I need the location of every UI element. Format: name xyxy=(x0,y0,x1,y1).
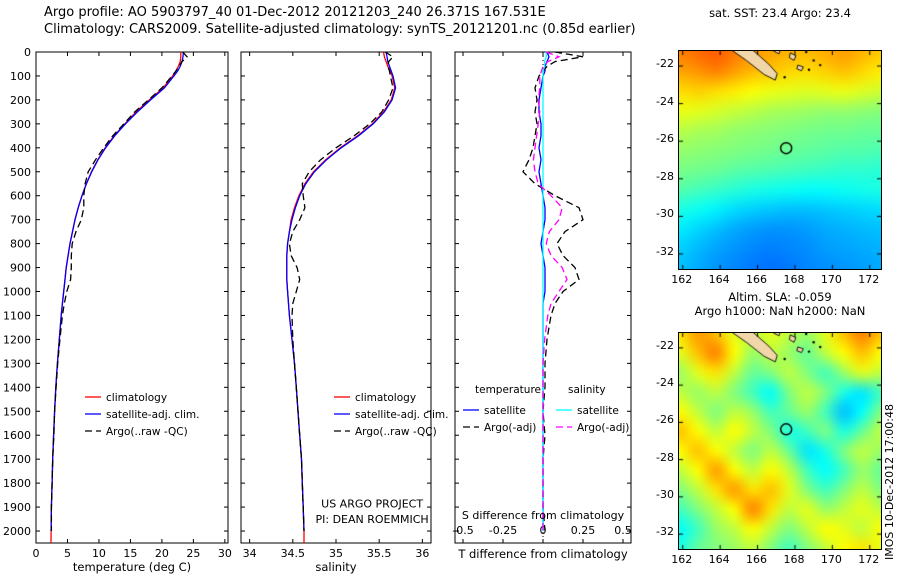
timestamp-watermark: IMOS 10-Dec-2012 17:00:48 xyxy=(883,404,896,560)
series-argo-raw xyxy=(50,51,189,531)
series-satellite-adj-clim xyxy=(286,51,397,532)
y-tick-label: 1400 xyxy=(3,381,31,394)
sla-map xyxy=(678,332,882,550)
x-axis-label: salinity xyxy=(315,560,356,574)
x-tick-label: 15 xyxy=(123,547,137,560)
x-tick-label: 5 xyxy=(64,547,71,560)
s-tick-label: 0.5 xyxy=(614,524,632,537)
annotation: S difference from climatology xyxy=(462,509,625,522)
figure-title-line2: Climatology: CARS2009. Satellite-adjuste… xyxy=(44,22,636,37)
map-tick-label: -30 xyxy=(656,487,674,501)
y-tick-label: 500 xyxy=(10,166,31,179)
y-tick-label: 1600 xyxy=(3,429,31,442)
sst-map-title: sat. SST: 23.4 Argo: 23.4 xyxy=(709,6,851,20)
annotation: US ARGO PROJECT xyxy=(321,498,423,511)
s-tick-label: -0.25 xyxy=(489,524,517,537)
legend-label: Argo(..raw -QC) xyxy=(355,426,437,438)
legend-label: Argo(-adj) xyxy=(484,422,536,434)
legend-label: satellite xyxy=(577,405,619,417)
map-tick-label: -22 xyxy=(656,57,674,71)
map-tick-label: -22 xyxy=(656,338,674,352)
profile-charts: 0100200300400500600700800900100011001200… xyxy=(3,46,632,574)
sla-map-title-line2: Argo h1000: NaN h2000: NaN xyxy=(694,304,866,318)
map-tick-label: 166 xyxy=(746,273,768,286)
plot-box xyxy=(240,51,432,544)
x-axis-label: temperature (deg C) xyxy=(73,560,191,574)
y-tick-label: 200 xyxy=(10,94,31,107)
map-tick-label: -24 xyxy=(656,94,674,108)
map-tick-label: 164 xyxy=(708,553,730,566)
legend-label: Argo(..raw -QC) xyxy=(106,426,188,438)
figure-title-line1: Argo profile: AO 5903797_40 01-Dec-2012 … xyxy=(44,5,546,20)
series-s-argo xyxy=(532,51,568,531)
map-tick-label: -26 xyxy=(656,413,674,427)
map-tick-label: 166 xyxy=(746,553,768,566)
x-tick-label: 35.5 xyxy=(367,547,392,560)
sla-map-title-line1: Altim. SLA: -0.059 xyxy=(728,290,832,304)
map-tick-label: 162 xyxy=(671,273,693,286)
map-tick-label: 170 xyxy=(820,273,842,286)
y-tick-label: 1200 xyxy=(3,333,31,346)
y-tick-label: 1500 xyxy=(3,405,31,418)
y-tick-label: 1300 xyxy=(3,357,31,370)
map-tick-label: 168 xyxy=(783,273,805,286)
y-tick-label: 400 xyxy=(10,142,31,155)
x-tick-label: 35 xyxy=(329,547,343,560)
series-argo-raw xyxy=(288,51,395,532)
sst-map xyxy=(678,50,882,270)
y-tick-label: 100 xyxy=(10,70,31,83)
legend-header: temperature xyxy=(475,384,541,396)
y-tick-label: 300 xyxy=(10,118,31,131)
y-tick-label: 800 xyxy=(10,238,31,251)
y-tick-label: 600 xyxy=(10,190,31,203)
legend-header: salinity xyxy=(568,384,606,396)
y-tick-label: 900 xyxy=(10,262,31,275)
plot-box xyxy=(35,51,229,544)
map-tick-label: -24 xyxy=(656,376,674,390)
map-tick-label: 162 xyxy=(671,553,693,566)
y-tick-label: 1800 xyxy=(3,477,31,490)
map-tick-label: -28 xyxy=(656,169,674,183)
x-tick-label: 20 xyxy=(155,547,169,560)
map-tick-label: 172 xyxy=(858,553,880,566)
s-tick-label: -0.5 xyxy=(452,524,473,537)
map-tick-label: -32 xyxy=(656,525,674,539)
y-tick-label: 0 xyxy=(24,46,31,59)
x-tick-label: 36 xyxy=(415,547,429,560)
map-tick-label: -30 xyxy=(656,207,674,221)
y-tick-label: 1700 xyxy=(3,453,31,466)
y-tick-label: 1000 xyxy=(3,286,31,299)
map-tick-label: -28 xyxy=(656,450,674,464)
legend-label: satellite xyxy=(484,405,526,417)
map-tick-label: 170 xyxy=(820,553,842,566)
x-tick-label: 0 xyxy=(33,547,40,560)
x-tick-label: 25 xyxy=(186,547,200,560)
x-tick-label: 34.5 xyxy=(281,547,306,560)
s-tick-label: 0.25 xyxy=(571,524,596,537)
y-tick-label: 700 xyxy=(10,214,31,227)
y-tick-label: 1900 xyxy=(3,501,31,514)
map-tick-label: -26 xyxy=(656,132,674,146)
map-tick-label: 172 xyxy=(858,273,880,286)
map-tick-label: -32 xyxy=(656,244,674,258)
legend-label: Argo(-adj) xyxy=(577,422,629,434)
series-t-argo xyxy=(522,51,584,532)
legend-label: satellite-adj. clim. xyxy=(106,409,199,421)
annotation: PI: DEAN ROEMMICH xyxy=(316,513,429,526)
x-tick-label: 34 xyxy=(243,547,257,560)
y-tick-label: 1100 xyxy=(3,309,31,322)
x-tick-label: 10 xyxy=(92,547,106,560)
map-tick-label: 168 xyxy=(783,553,805,566)
x-tick-label: 30 xyxy=(218,547,232,560)
legend-label: climatology xyxy=(355,392,416,404)
map-tick-label: 164 xyxy=(708,273,730,286)
y-tick-label: 2000 xyxy=(3,525,31,538)
legend-label: satellite-adj. clim. xyxy=(355,409,448,421)
x-axis-label: T difference from climatology xyxy=(457,547,628,561)
legend-label: climatology xyxy=(106,392,167,404)
